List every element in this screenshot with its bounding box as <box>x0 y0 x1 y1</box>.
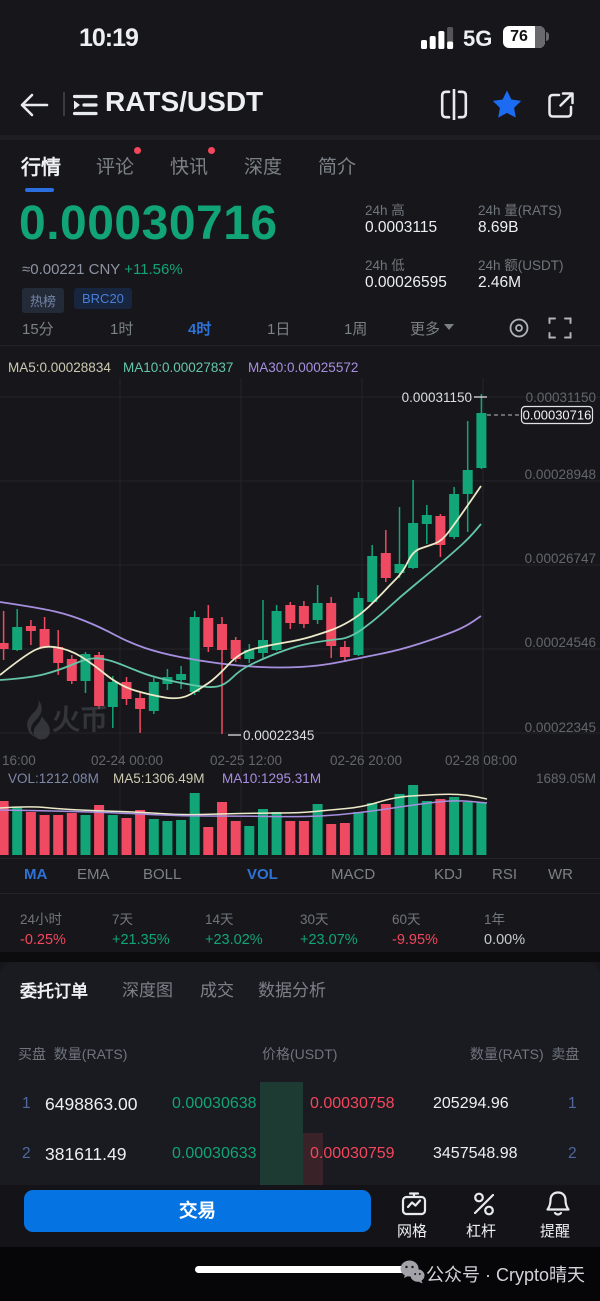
svg-text:0.00030716: 0.00030716 <box>523 408 592 423</box>
svg-text:0.00024546: 0.00024546 <box>525 635 596 650</box>
svg-text:02-28 08:00: 02-28 08:00 <box>445 753 517 768</box>
svg-text:0.00022345: 0.00022345 <box>243 728 314 743</box>
svg-text:02-24 00:00: 02-24 00:00 <box>91 753 163 768</box>
svg-text:0.00028948: 0.00028948 <box>525 467 596 482</box>
svg-text:1689.05M: 1689.05M <box>536 771 596 786</box>
svg-text:MA10:1295.31M: MA10:1295.31M <box>222 771 321 786</box>
svg-text:0.00031150: 0.00031150 <box>402 390 472 405</box>
svg-text:02-26 20:00: 02-26 20:00 <box>330 753 402 768</box>
svg-text:MA5:0.00028834: MA5:0.00028834 <box>8 360 111 375</box>
svg-text:VOL:1212.08M: VOL:1212.08M <box>8 771 99 786</box>
svg-text:MA5:1306.49M: MA5:1306.49M <box>113 771 205 786</box>
svg-text:0.00031150: 0.00031150 <box>526 390 596 405</box>
svg-text:0.00026747: 0.00026747 <box>525 551 596 566</box>
svg-text:MA30:0.00025572: MA30:0.00025572 <box>248 360 358 375</box>
svg-text:02-25 12:00: 02-25 12:00 <box>210 753 282 768</box>
svg-text:MA10:0.00027837: MA10:0.00027837 <box>123 360 233 375</box>
svg-text:火币: 火币 <box>52 704 108 735</box>
svg-text:0.00022345: 0.00022345 <box>525 720 596 735</box>
svg-text:16:00: 16:00 <box>2 753 36 768</box>
